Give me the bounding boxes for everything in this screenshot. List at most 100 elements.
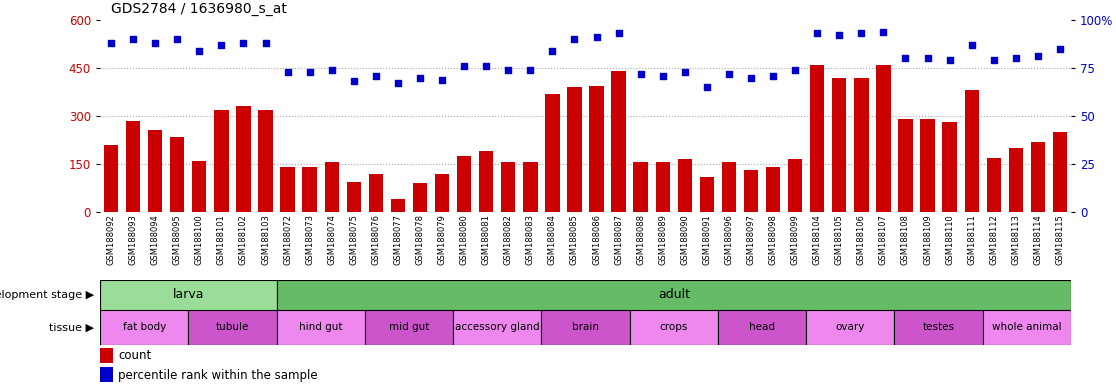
- Text: GSM188074: GSM188074: [327, 214, 336, 265]
- Bar: [302, 167, 317, 212]
- Bar: [655, 162, 670, 212]
- Point: [566, 36, 584, 42]
- Point: [875, 28, 893, 35]
- Bar: [100, 280, 277, 310]
- Text: tubule: tubule: [215, 323, 249, 333]
- Bar: [546, 94, 559, 212]
- Text: GSM188077: GSM188077: [394, 214, 403, 265]
- Point: [984, 57, 1002, 63]
- Text: GSM188091: GSM188091: [702, 214, 711, 265]
- Bar: [347, 182, 360, 212]
- Bar: [413, 183, 427, 212]
- Bar: [898, 119, 913, 212]
- Text: GSM188094: GSM188094: [151, 214, 160, 265]
- Text: GSM188100: GSM188100: [195, 214, 204, 265]
- Point: [676, 69, 694, 75]
- Text: GSM188102: GSM188102: [239, 214, 248, 265]
- Text: GSM188076: GSM188076: [372, 214, 381, 265]
- Text: GSM188083: GSM188083: [526, 214, 535, 265]
- Point: [279, 69, 297, 75]
- Point: [853, 30, 870, 36]
- Point: [764, 73, 782, 79]
- Point: [411, 74, 429, 81]
- Point: [389, 80, 407, 86]
- Text: GSM188080: GSM188080: [460, 214, 469, 265]
- Bar: [1052, 132, 1067, 212]
- Point: [609, 30, 627, 36]
- Text: fat body: fat body: [123, 323, 166, 333]
- Bar: [325, 162, 339, 212]
- Text: GSM188098: GSM188098: [769, 214, 778, 265]
- Point: [478, 63, 496, 69]
- Point: [830, 32, 848, 38]
- Bar: [629, 310, 718, 345]
- Bar: [148, 131, 162, 212]
- Text: GDS2784 / 1636980_s_at: GDS2784 / 1636980_s_at: [112, 2, 287, 16]
- Point: [102, 40, 119, 46]
- Text: GSM188112: GSM188112: [989, 214, 998, 265]
- Text: development stage ▶: development stage ▶: [0, 290, 95, 300]
- Text: GSM188088: GSM188088: [636, 214, 645, 265]
- Bar: [987, 157, 1001, 212]
- Text: whole animal: whole animal: [992, 323, 1061, 333]
- Bar: [237, 106, 251, 212]
- Text: GSM188115: GSM188115: [1056, 214, 1065, 265]
- Point: [896, 55, 914, 61]
- Bar: [214, 109, 229, 212]
- Text: GSM188114: GSM188114: [1033, 214, 1042, 265]
- Point: [963, 42, 981, 48]
- Point: [234, 40, 252, 46]
- Text: GSM188092: GSM188092: [106, 214, 116, 265]
- Text: mid gut: mid gut: [388, 323, 430, 333]
- Point: [1007, 55, 1024, 61]
- Bar: [501, 162, 516, 212]
- Point: [588, 34, 606, 40]
- Point: [786, 67, 804, 73]
- Text: GSM188095: GSM188095: [173, 214, 182, 265]
- Text: GSM188111: GSM188111: [968, 214, 976, 265]
- Bar: [677, 159, 692, 212]
- Point: [521, 67, 539, 73]
- Point: [323, 67, 340, 73]
- Bar: [523, 162, 538, 212]
- Text: GSM188084: GSM188084: [548, 214, 557, 265]
- Point: [367, 73, 385, 79]
- Text: GSM188093: GSM188093: [128, 214, 137, 265]
- Text: GSM188108: GSM188108: [901, 214, 910, 265]
- Text: GSM188110: GSM188110: [945, 214, 954, 265]
- Bar: [744, 170, 758, 212]
- Bar: [277, 310, 365, 345]
- Bar: [921, 119, 935, 212]
- Bar: [280, 167, 295, 212]
- Bar: [589, 86, 604, 212]
- Point: [499, 67, 517, 73]
- Bar: [722, 162, 737, 212]
- Text: GSM188105: GSM188105: [835, 214, 844, 265]
- Bar: [810, 65, 825, 212]
- Bar: [170, 137, 184, 212]
- Text: GSM188087: GSM188087: [614, 214, 623, 265]
- Bar: [391, 199, 405, 212]
- Bar: [453, 310, 541, 345]
- Bar: [104, 145, 118, 212]
- Point: [433, 76, 451, 83]
- Text: GSM188081: GSM188081: [482, 214, 491, 265]
- Text: GSM188103: GSM188103: [261, 214, 270, 265]
- Point: [124, 36, 142, 42]
- Bar: [435, 174, 450, 212]
- Bar: [192, 161, 206, 212]
- Bar: [368, 174, 383, 212]
- Point: [300, 69, 318, 75]
- Bar: [634, 162, 648, 212]
- Bar: [964, 90, 979, 212]
- Bar: [100, 367, 113, 382]
- Bar: [788, 159, 802, 212]
- Bar: [806, 310, 894, 345]
- Text: percentile rank within the sample: percentile rank within the sample: [118, 369, 318, 382]
- Text: GSM188085: GSM188085: [570, 214, 579, 265]
- Bar: [894, 310, 983, 345]
- Bar: [100, 348, 113, 362]
- Point: [169, 36, 186, 42]
- Point: [257, 40, 275, 46]
- Bar: [365, 310, 453, 345]
